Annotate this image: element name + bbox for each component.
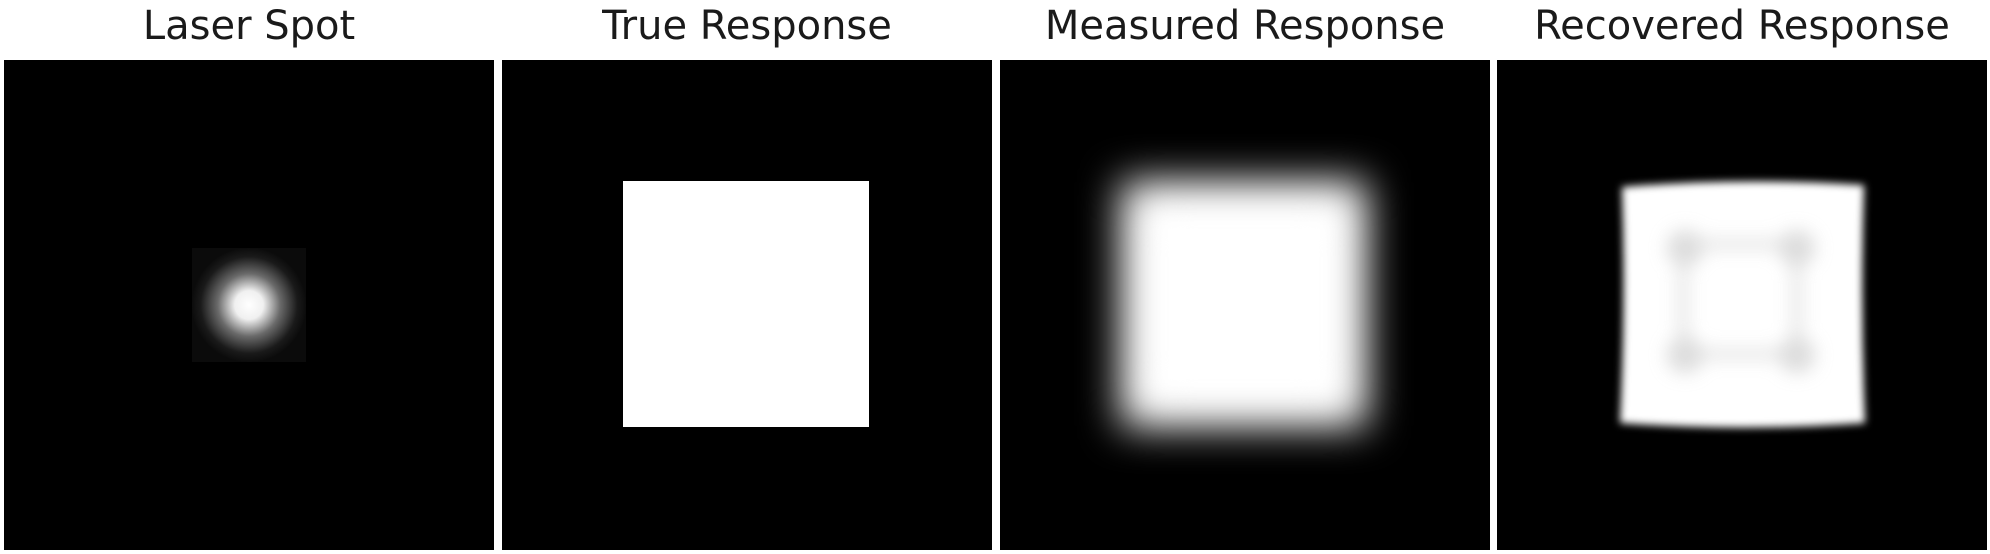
true-square <box>623 181 869 427</box>
panel-title: Measured Response <box>1044 3 1446 49</box>
panel-title: True Response <box>602 3 892 49</box>
ringing-artifacts <box>1667 230 1815 373</box>
laser-spot-blob <box>192 248 306 362</box>
measured-response-image <box>1000 60 1490 550</box>
recovered-response-image <box>1497 60 1987 550</box>
recovered-square <box>1620 181 1865 428</box>
true-response-image <box>502 60 992 550</box>
laser-spot-image <box>4 60 494 550</box>
panel-title: Laser Spot <box>142 3 356 49</box>
panel-title: Recovered Response <box>1534 3 1950 49</box>
